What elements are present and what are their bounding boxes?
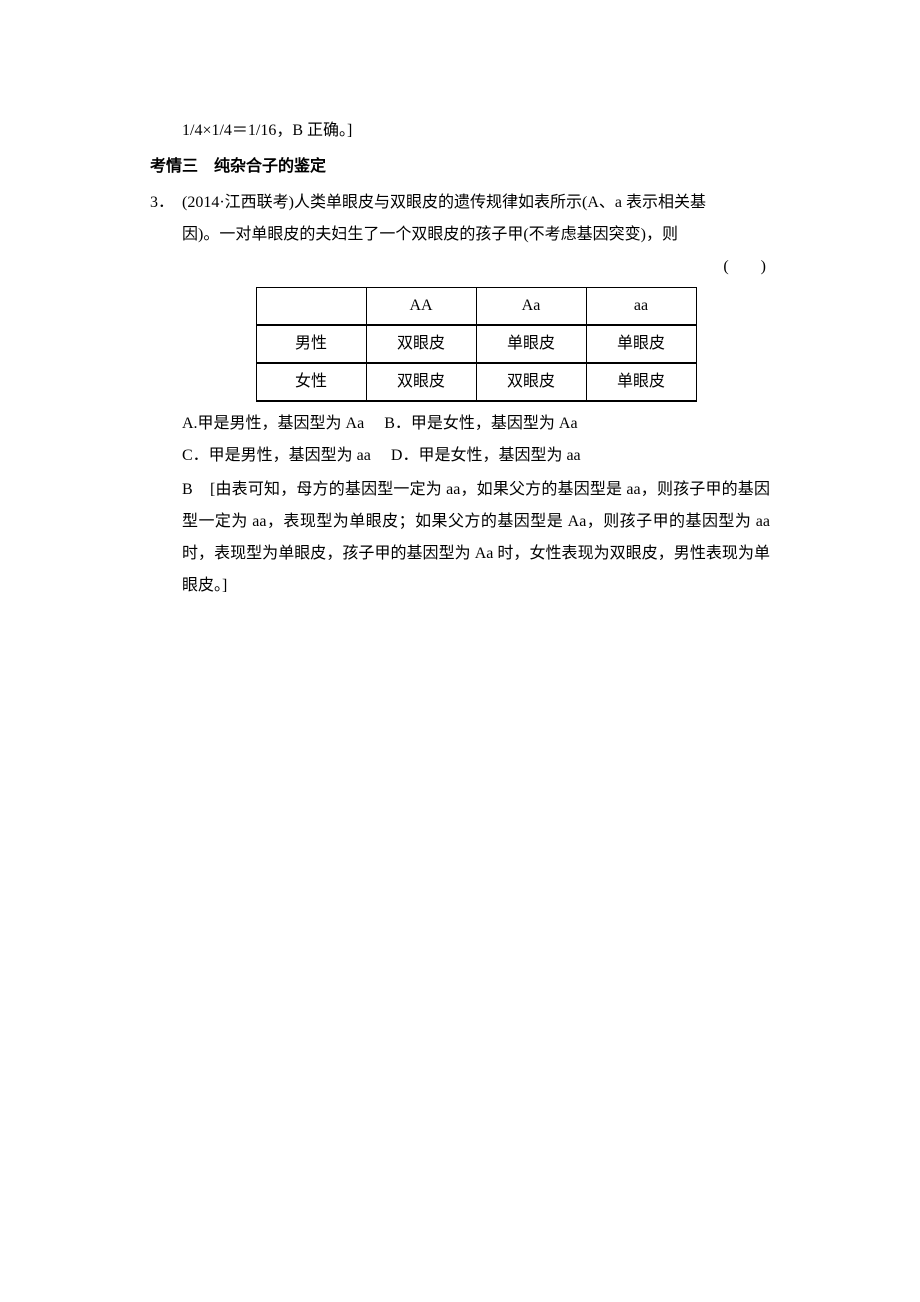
answer-body: [由表可知，母方的基因型一定为 aa，如果父方的基因型是 aa，则孩子甲的基因型… (182, 481, 770, 594)
question-number: 3． (150, 187, 182, 602)
table-cell: 单眼皮 (586, 363, 696, 401)
genotype-table: AA Aa aa 男性 双眼皮 单眼皮 单眼皮 女性 双眼皮 双眼皮 单眼皮 (256, 287, 697, 402)
previous-answer-tail: 1/4×1/4＝1/16，B 正确。] (150, 115, 770, 147)
table-cell: 单眼皮 (586, 325, 696, 363)
table-cell: 双眼皮 (366, 363, 476, 401)
table-cell: 男性 (256, 325, 366, 363)
question-stem-line: 因)。一对单眼皮的夫妇生了一个双眼皮的孩子甲(不考虑基因突变)，则 (182, 219, 770, 251)
table-cell: 单眼皮 (476, 325, 586, 363)
question-3: 3． (2014·江西联考)人类单眼皮与双眼皮的遗传规律如表所示(A、a 表示相… (150, 187, 770, 602)
section-title: 考情三 纯杂合子的鉴定 (150, 151, 770, 183)
table-row: 女性 双眼皮 双眼皮 单眼皮 (256, 363, 696, 401)
answer-blank: ( ) (182, 251, 770, 283)
table-cell: AA (366, 288, 476, 326)
option-a: A.甲是男性，基因型为 Aa (182, 408, 364, 440)
options: A.甲是男性，基因型为 Aa B．甲是女性，基因型为 Aa C．甲是男性，基因型… (182, 408, 770, 472)
table-cell: Aa (476, 288, 586, 326)
table-cell: 双眼皮 (476, 363, 586, 401)
table-cell: aa (586, 288, 696, 326)
table-row: 男性 双眼皮 单眼皮 单眼皮 (256, 325, 696, 363)
option-b: B．甲是女性，基因型为 Aa (384, 408, 577, 440)
answer-explanation: B[由表可知，母方的基因型一定为 aa，如果父方的基因型是 aa，则孩子甲的基因… (182, 474, 770, 602)
answer-letter: B (182, 474, 210, 506)
question-stem-line: (2014·江西联考)人类单眼皮与双眼皮的遗传规律如表所示(A、a 表示相关基 (182, 187, 770, 219)
table-cell (256, 288, 366, 326)
table-cell: 双眼皮 (366, 325, 476, 363)
option-d: D．甲是女性，基因型为 aa (391, 440, 581, 472)
option-c: C．甲是男性，基因型为 aa (182, 440, 371, 472)
table-row: AA Aa aa (256, 288, 696, 326)
table-cell: 女性 (256, 363, 366, 401)
